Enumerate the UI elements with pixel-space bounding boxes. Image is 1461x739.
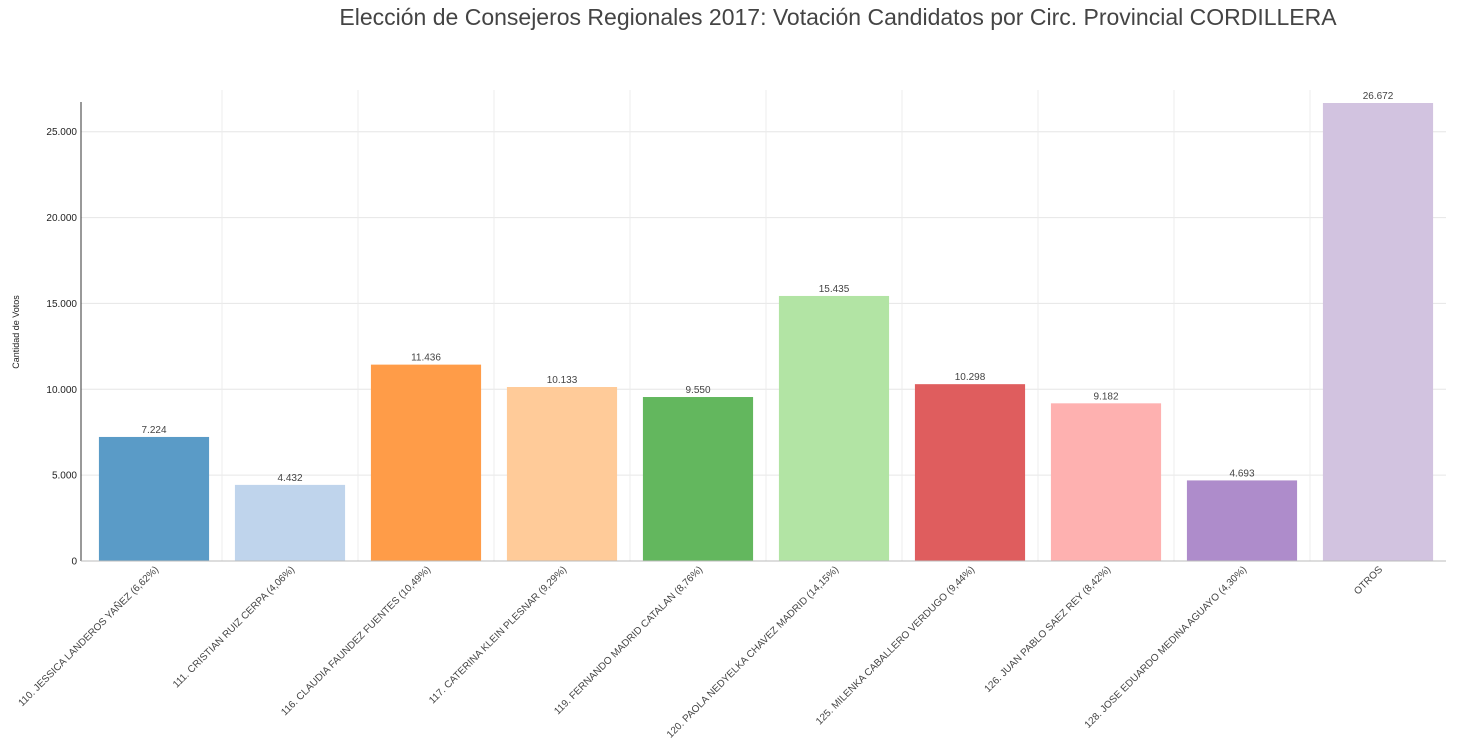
y-tick-labels: 0 5.000 10.000 15.000 20.000 25.000 [46, 127, 77, 567]
x-tick-label: OTROS [1352, 564, 1385, 597]
bar-value-label: 4.432 [277, 473, 302, 484]
y-axis-label: Cantidad de Votos [11, 295, 21, 369]
bar-value-label: 9.182 [1093, 391, 1118, 402]
x-tick-label: 119. FERNANDO MADRID CATALAN (8,76%) [552, 564, 705, 717]
bar-value-label: 15.435 [819, 284, 850, 295]
bar-value-label: 10.298 [955, 372, 986, 383]
bar[interactable] [370, 364, 482, 561]
y-tick-label: 20.000 [46, 213, 77, 224]
bar[interactable] [914, 384, 1026, 561]
bar-value-label: 26.672 [1363, 91, 1394, 102]
bar[interactable] [642, 397, 754, 561]
bars [98, 103, 1434, 561]
bar[interactable] [1050, 403, 1162, 561]
bar-value-label: 11.436 [411, 353, 441, 364]
x-tick-label: 128. JOSE EDUARDO MEDINA AGUAYO (4,30%) [1083, 564, 1249, 730]
bar[interactable] [1186, 480, 1298, 561]
y-tick-label: 0 [71, 557, 77, 568]
chart-title: Elección de Consejeros Regionales 2017: … [339, 4, 1337, 30]
y-tick-label: 15.000 [46, 299, 77, 310]
x-tick-label: 111. CRISTIAN RUIZ CERPA (4,06%) [171, 564, 297, 690]
grid-lines [81, 90, 1446, 561]
bar-value-label: 9.550 [685, 385, 710, 396]
x-tick-label: 126. JUAN PABLO SAEZ REY (8,42%) [983, 564, 1114, 695]
bar-value-label: 7.224 [141, 425, 166, 436]
value-labels: 7.224 4.432 11.436 10.133 9.550 15.435 10.298 9… [141, 91, 1393, 484]
x-tick-label: 116. CLAUDIA FAUNDEZ FUENTES (10,49%) [279, 564, 433, 718]
bar-value-label: 4.693 [1229, 468, 1254, 479]
bar[interactable] [234, 484, 346, 561]
bar[interactable] [778, 295, 890, 561]
bar[interactable] [1322, 103, 1434, 561]
bar-value-label: 10.133 [547, 375, 578, 386]
axes [80, 102, 1446, 562]
x-tick-labels: 110. JESSICA LANDEROS YAÑEZ (6,62%) 111. … [15, 563, 1385, 739]
x-tick-label: 117. CATERINA KLEIN PLESNAR (9,29%) [427, 564, 569, 706]
y-tick-label: 10.000 [46, 385, 77, 396]
y-tick-label: 25.000 [46, 127, 77, 138]
x-tick-label: 110. JESSICA LANDEROS YAÑEZ (6,62%) [15, 563, 161, 709]
x-tick-label: 120. PAOLA NEDYELKA CHAVEZ MADRID (14,15… [665, 564, 841, 739]
x-tick-label: 125. MILENKA CABALLERO VERDUGO (9,44%) [814, 564, 977, 727]
y-tick-label: 5.000 [52, 471, 77, 482]
bar[interactable] [98, 436, 210, 561]
bar[interactable] [506, 387, 618, 561]
